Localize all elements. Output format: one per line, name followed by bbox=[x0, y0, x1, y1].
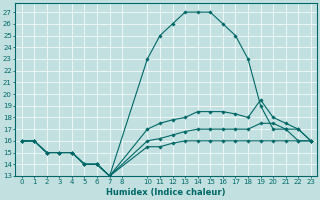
X-axis label: Humidex (Indice chaleur): Humidex (Indice chaleur) bbox=[107, 188, 226, 197]
